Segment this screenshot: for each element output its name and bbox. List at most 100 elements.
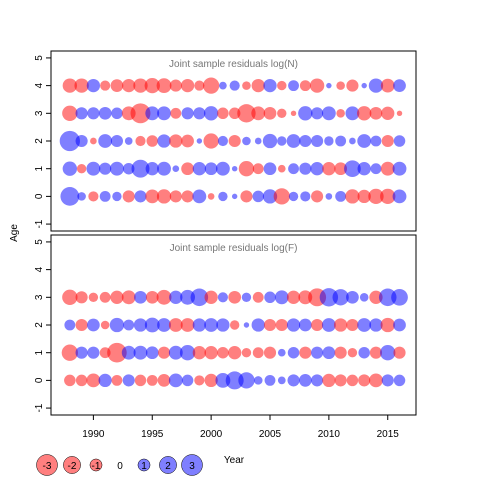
residual-bubble: [216, 318, 230, 332]
residual-bubble: [396, 110, 403, 117]
residual-bubble: [86, 373, 101, 388]
residual-bubble: [369, 106, 383, 120]
legend-bubble: [159, 456, 177, 474]
residual-bubble: [357, 189, 371, 204]
residual-bubble: [168, 345, 183, 360]
y-tick-label: 4: [34, 266, 45, 272]
residual-bubble: [393, 374, 406, 387]
residual-bubble: [286, 290, 301, 304]
residual-bubble: [380, 188, 396, 205]
x-tick-label: 2005: [259, 429, 282, 440]
residual-bubble: [251, 106, 266, 121]
residual-bubble: [122, 190, 135, 203]
residual-bubble: [264, 374, 276, 386]
residual-bubble: [252, 163, 264, 175]
residual-bubble: [253, 376, 263, 385]
residual-bubble: [87, 318, 100, 332]
residual-bubble: [241, 292, 252, 303]
residual-bubble: [217, 135, 228, 147]
residual-bubble: [169, 79, 182, 92]
residual-bubble: [321, 106, 336, 121]
residual-bubble: [157, 346, 171, 359]
residual-bubble: [238, 161, 255, 177]
residual-bubble: [357, 134, 372, 148]
residual-bubble: [133, 318, 148, 332]
residual-bubble: [98, 134, 113, 148]
residual-bubble: [262, 189, 278, 204]
residual-bubble: [231, 165, 238, 172]
residual-bubble: [179, 345, 196, 361]
residual-bubble: [263, 346, 277, 359]
residual-bubble: [299, 346, 312, 359]
panel-title: Joint sample residuals log(N): [169, 59, 298, 70]
residual-bubble: [122, 78, 136, 93]
residual-bubble: [357, 318, 372, 332]
residual-bubble: [157, 374, 171, 387]
x-tick-label: 2010: [318, 429, 341, 440]
residual-bubble: [311, 190, 324, 203]
residual-bubble: [393, 79, 406, 92]
residual-bubble: [346, 318, 359, 332]
residual-bubble: [359, 293, 369, 302]
residual-bubble: [326, 82, 332, 89]
x-tick-label: 1990: [82, 429, 105, 440]
residual-bubble: [204, 290, 218, 304]
residual-bubble: [110, 161, 124, 176]
residual-bubble: [217, 292, 228, 303]
residual-bubble: [322, 162, 336, 176]
residual-bubble: [192, 162, 206, 176]
residual-bubble: [242, 136, 251, 146]
residual-bubble: [263, 106, 277, 120]
residual-bubble: [75, 346, 88, 359]
residual-bubble: [87, 107, 100, 120]
residual-bubble: [145, 106, 160, 121]
residual-bubble: [358, 346, 370, 359]
residual-bubble: [262, 133, 278, 149]
residual-bubble: [380, 317, 395, 333]
residual-bubble: [287, 374, 300, 387]
residual-bubble: [368, 78, 384, 93]
legend-bubble: [36, 454, 58, 476]
residual-bubble: [157, 161, 171, 176]
residual-bubble: [346, 79, 359, 92]
residual-bubble: [169, 290, 183, 304]
residual-bubble: [168, 373, 183, 388]
residual-bubble: [277, 376, 286, 385]
residual-bubble: [242, 81, 251, 90]
residual-bubble: [219, 81, 227, 90]
legend-label: 3: [189, 461, 195, 472]
residual-bubble: [146, 374, 158, 386]
residual-bubble: [107, 342, 127, 363]
residual-bubble: [241, 347, 252, 358]
residual-bubble: [204, 318, 219, 332]
residual-bubble: [181, 190, 194, 203]
residual-bubble: [74, 78, 89, 93]
residual-bubble: [344, 160, 361, 178]
residual-bubble: [264, 291, 276, 304]
residual-bubble: [203, 106, 219, 121]
legend-bubble: [63, 456, 81, 474]
residual-bubble: [144, 77, 160, 94]
residual-bubble: [90, 137, 97, 145]
residual-bubble: [207, 193, 215, 200]
residual-bubble: [62, 161, 78, 176]
residual-bubble: [319, 288, 339, 307]
residual-bubble: [310, 162, 324, 176]
residual-bubble: [369, 318, 383, 332]
residual-bubble: [87, 346, 100, 359]
residual-bubble: [157, 134, 171, 148]
residual-bubble: [77, 192, 86, 201]
residual-bubble: [110, 134, 123, 148]
residual-bubble: [298, 318, 312, 332]
residual-bubble: [349, 137, 356, 145]
residual-bubble: [381, 134, 394, 148]
residual-bubble: [64, 319, 76, 331]
residual-bubble: [252, 190, 264, 203]
residual-bubble: [380, 161, 395, 176]
residual-bubble: [325, 193, 333, 200]
residual-bubble: [131, 159, 150, 178]
residual-bubble: [378, 288, 397, 307]
residual-bubble: [156, 289, 172, 305]
residual-bubble: [86, 78, 101, 93]
